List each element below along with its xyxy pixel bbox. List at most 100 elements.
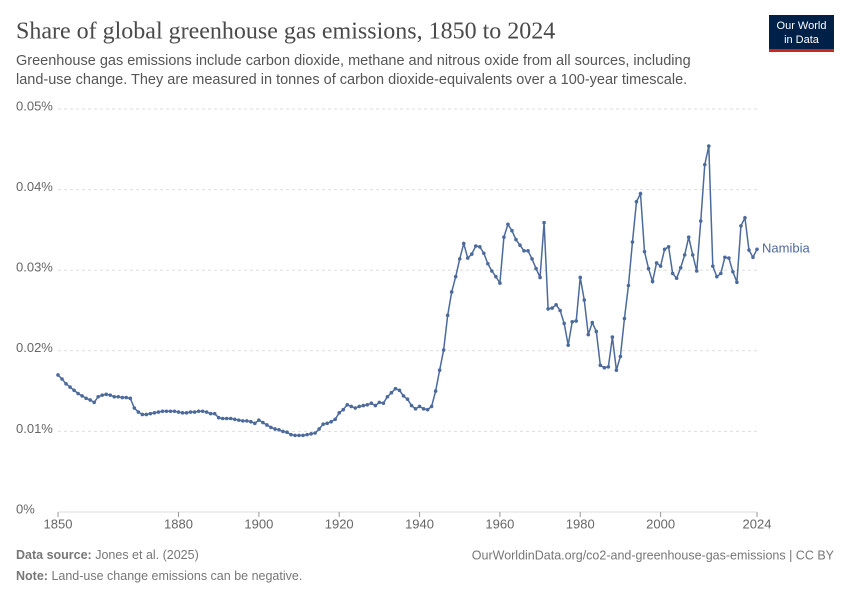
point: [373, 403, 378, 408]
point: [502, 235, 506, 239]
point: [253, 421, 257, 426]
point: [393, 386, 398, 391]
x-tick-label: 1940: [405, 516, 434, 531]
point: [506, 222, 510, 227]
url[interactable]: OurWorldinData.org/co2-and-greenhouse-ga…: [472, 548, 835, 562]
point: [409, 403, 414, 408]
point: [743, 216, 747, 220]
point: [188, 410, 193, 414]
x-tick-label: 1980: [566, 516, 595, 531]
point: [618, 354, 623, 359]
point: [727, 256, 731, 260]
point: [381, 401, 386, 405]
point: [240, 419, 245, 423]
point: [164, 409, 169, 414]
point: [473, 244, 478, 248]
logo-text: in Data: [784, 34, 820, 46]
point: [128, 396, 133, 401]
point: [345, 403, 350, 407]
point: [228, 416, 233, 421]
point: [285, 430, 289, 435]
point: [558, 308, 562, 313]
point: [698, 219, 703, 223]
point: [421, 407, 426, 411]
point: [116, 394, 121, 399]
point: [377, 400, 382, 405]
y-tick-label: 0.03%: [16, 260, 53, 275]
logo-text: Our World: [777, 20, 827, 32]
point: [148, 411, 153, 416]
point: [486, 261, 490, 266]
point: [546, 307, 550, 311]
point: [208, 411, 213, 416]
point: [570, 319, 575, 324]
point: [357, 404, 362, 409]
point: [313, 431, 317, 435]
point: [192, 410, 197, 414]
point: [634, 199, 639, 204]
point: [212, 411, 217, 416]
point: [96, 394, 100, 399]
point: [550, 306, 554, 310]
point: [413, 407, 418, 411]
point: [249, 419, 253, 424]
point: [610, 335, 615, 339]
point: [482, 251, 486, 256]
point: [261, 420, 265, 425]
point: [385, 394, 390, 399]
point: [590, 320, 595, 325]
x-tick-label: 1880: [164, 516, 193, 531]
point: [216, 415, 221, 420]
point: [731, 270, 735, 274]
point: [168, 409, 173, 414]
point: [204, 410, 209, 414]
x-tick-label: 2024: [743, 516, 772, 531]
point: [329, 419, 333, 424]
y-tick-label: 0.05%: [16, 98, 53, 113]
point: [630, 240, 635, 244]
point: [88, 398, 92, 402]
point: [265, 423, 269, 427]
point: [437, 368, 442, 372]
point: [349, 404, 354, 409]
point: [453, 274, 458, 279]
point: [658, 264, 663, 268]
point: [140, 412, 145, 417]
point: [694, 269, 699, 273]
point: [751, 255, 755, 260]
x-tick-label: 1920: [325, 516, 354, 531]
source: Data source: Jones et al. (2025): [16, 548, 199, 562]
point: [273, 427, 277, 431]
point: [289, 432, 293, 437]
point: [602, 365, 607, 370]
point: [674, 276, 679, 281]
point: [220, 416, 225, 421]
note-label: Note:: [16, 569, 48, 583]
point: [441, 348, 446, 352]
point: [160, 409, 165, 414]
point: [156, 410, 161, 414]
point: [257, 418, 261, 422]
y-tick-label: 0%: [16, 501, 35, 516]
point: [124, 395, 129, 400]
point: [152, 411, 157, 415]
point: [662, 247, 667, 252]
point: [297, 433, 301, 438]
point: [172, 409, 177, 414]
x-tick-label: 2000: [646, 516, 675, 531]
y-tick-label: 0.01%: [16, 421, 53, 436]
point: [542, 220, 546, 225]
point: [72, 388, 76, 393]
point: [682, 253, 687, 257]
point: [715, 274, 719, 279]
point: [353, 406, 358, 410]
point: [518, 243, 522, 248]
point: [361, 403, 366, 408]
point: [337, 411, 342, 415]
point: [646, 266, 651, 271]
point: [120, 395, 125, 400]
point: [365, 403, 370, 407]
point: [654, 261, 659, 265]
point: [666, 245, 671, 249]
